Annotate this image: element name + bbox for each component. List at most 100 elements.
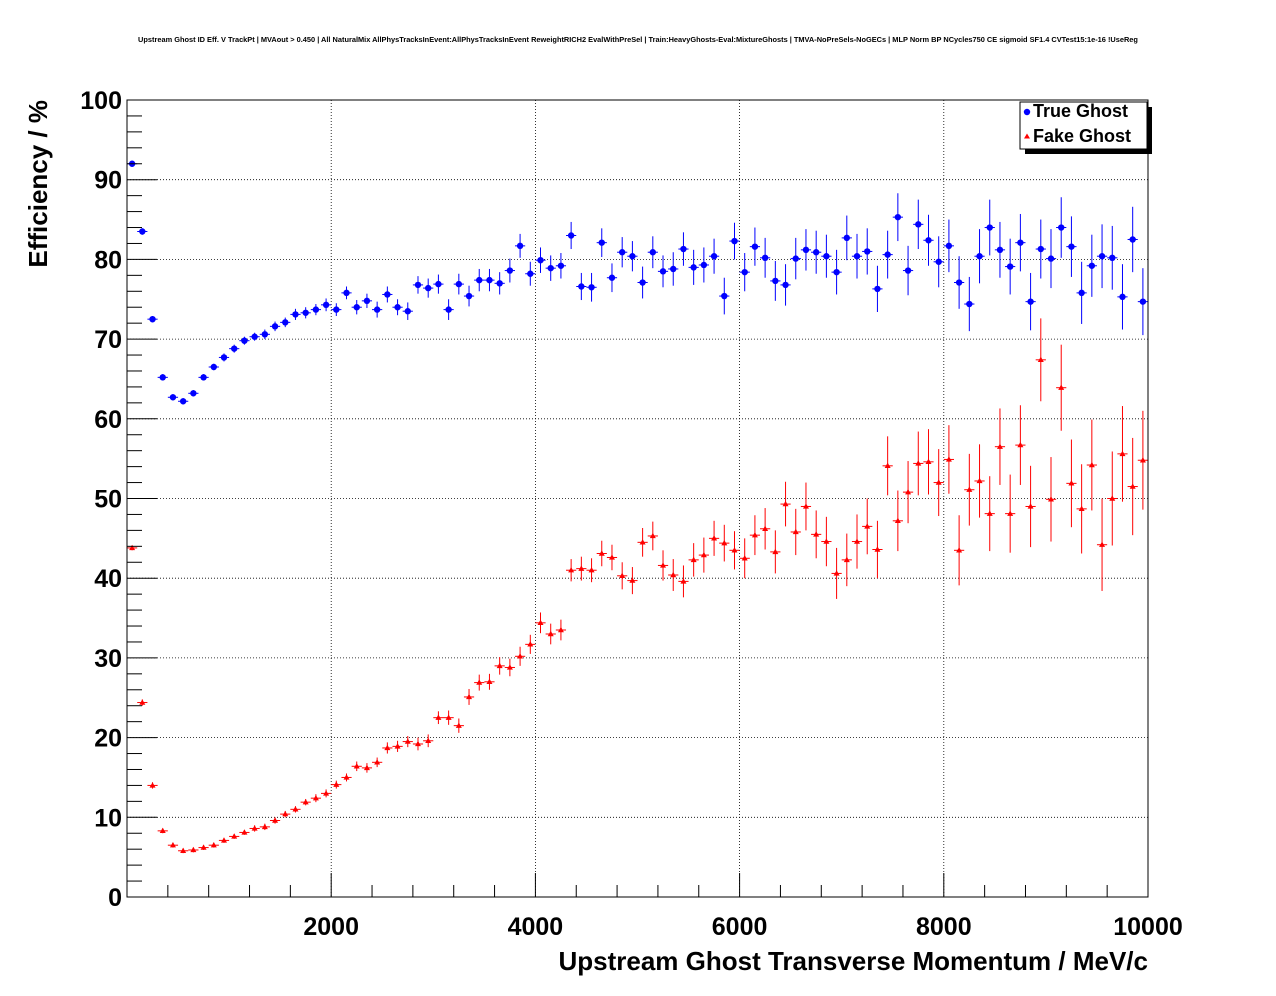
data-point (463, 688, 475, 705)
data-point (1076, 464, 1087, 554)
data-point (933, 449, 944, 517)
data-point (719, 277, 730, 315)
data-point (300, 798, 311, 806)
data-point (566, 559, 577, 582)
data-point (361, 763, 373, 773)
data-point (1117, 406, 1128, 502)
data-point (872, 520, 883, 579)
data-point (1137, 268, 1148, 336)
data-point (320, 298, 332, 312)
data-point (494, 657, 505, 675)
data-point (1076, 261, 1087, 324)
data-point (249, 825, 260, 832)
data-point (239, 829, 250, 835)
data-point (402, 302, 413, 320)
data-point (994, 408, 1006, 485)
data-point (514, 646, 526, 666)
data-point (943, 425, 955, 494)
data-point (862, 228, 873, 275)
data-point (780, 264, 791, 306)
data-point (443, 299, 454, 320)
data-point (1045, 229, 1057, 289)
data-point (514, 233, 526, 258)
data-point (1137, 410, 1148, 510)
y-tick-label: 10 (94, 804, 122, 832)
data-point (892, 193, 903, 242)
data-point (474, 268, 485, 292)
true-ghost-series (127, 160, 1148, 405)
data-point (596, 228, 607, 258)
y-tick-label: 30 (94, 645, 122, 673)
data-point (300, 307, 311, 319)
data-point (341, 286, 352, 300)
data-point (606, 544, 618, 571)
data-point (535, 247, 546, 273)
data-point (678, 232, 689, 266)
y-tick-label: 20 (94, 725, 122, 753)
data-point (698, 247, 709, 283)
data-point (280, 317, 291, 328)
data-point (1107, 451, 1118, 546)
grid-lines (127, 100, 1148, 897)
data-point (668, 559, 679, 591)
data-point (841, 215, 852, 261)
data-point (331, 780, 342, 789)
x-tick-label: 8000 (916, 913, 972, 941)
data-point (392, 299, 403, 316)
data-point (269, 817, 281, 824)
data-point (1025, 272, 1036, 331)
data-point (698, 537, 709, 573)
data-point (923, 429, 934, 495)
data-point (1127, 206, 1138, 273)
fake-ghost-series (127, 318, 1148, 854)
data-point (1015, 405, 1026, 485)
data-point (749, 227, 761, 266)
data-point (157, 827, 168, 834)
data-point (188, 846, 199, 853)
data-point (943, 219, 955, 273)
data-point (964, 276, 975, 332)
data-point (586, 558, 597, 583)
data-point (647, 236, 658, 269)
data-point (821, 516, 832, 567)
data-point (994, 221, 1006, 278)
y-tick-label: 80 (94, 246, 122, 274)
data-point (984, 199, 995, 256)
y-tick-label: 0 (108, 884, 122, 912)
data-point (259, 329, 270, 340)
data-point (657, 255, 669, 288)
legend: True Ghost Fake Ghost (1019, 101, 1152, 154)
y-tick-label: 100 (80, 87, 122, 115)
y-tick-label: 70 (94, 326, 122, 354)
data-point (229, 344, 240, 353)
data-point (831, 547, 842, 599)
legend-true-ghost-label: True Ghost (1033, 101, 1128, 121)
data-point (617, 237, 628, 268)
data-point (974, 444, 985, 518)
axes: 2000 4000 6000 8000 10000 0 10 20 30 40 50 60 70 80 90… (80, 87, 1182, 941)
data-point (708, 520, 720, 556)
data-point (821, 234, 832, 278)
data-point (198, 844, 209, 850)
data-point (923, 214, 934, 266)
data-point (800, 482, 812, 531)
data-point (780, 481, 791, 527)
data-point (167, 841, 179, 848)
data-point (453, 273, 464, 295)
data-point (423, 278, 434, 298)
y-tick-label: 60 (94, 406, 122, 434)
data-point (1045, 457, 1057, 542)
data-point (933, 236, 944, 288)
data-point (790, 508, 801, 556)
data-point (229, 833, 240, 839)
data-point (504, 658, 515, 677)
data-point (178, 847, 189, 854)
data-point (137, 699, 148, 706)
data-point (382, 742, 393, 754)
data-point (463, 285, 475, 307)
data-point (474, 674, 485, 691)
data-point (525, 261, 536, 286)
data-point (147, 315, 158, 323)
data-point (1015, 213, 1026, 272)
data-point (372, 757, 383, 768)
